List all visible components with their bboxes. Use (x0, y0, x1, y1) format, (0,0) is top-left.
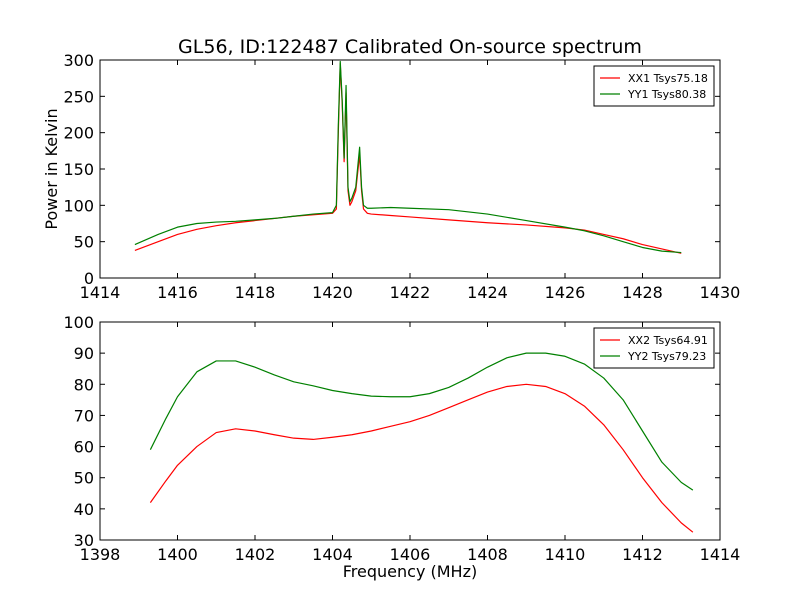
bottom-x-tick-label: 1400 (157, 545, 198, 564)
top-x-tick-label: 1418 (235, 283, 276, 302)
bottom-x-tick-label: 1402 (235, 545, 276, 564)
top-chart: 1414 1416 1418 1420 1422 1424 1426 1428 1430 0 50 1… (63, 51, 740, 302)
bottom-y-tick-label: 50 (74, 469, 94, 488)
top-y-tick-label: 100 (63, 196, 94, 215)
top-x-tick-label: 1426 (545, 283, 586, 302)
top-x-tick-label: 1414 (80, 283, 121, 302)
top-x-tick-label: 1430 (700, 283, 741, 302)
bottom-y-tick-label: 40 (74, 500, 94, 519)
top-x-tick-label: 1428 (622, 283, 663, 302)
bottom-series-line-2 (149, 352, 694, 491)
top-y-tick-label: 250 (63, 87, 94, 106)
top-y-tick-label: 0 (84, 269, 94, 288)
top-series-line-2 (134, 60, 682, 254)
bottom-x-axis-label: Frequency (MHz) (343, 562, 477, 581)
bottom-legend: XX2 Tsys64.91 YY2 Tsys79.23 (593, 327, 715, 369)
chart-title: GL56, ID:122487 Calibrated On-source spe… (178, 36, 642, 58)
top-x-tick-label: 1416 (157, 283, 198, 302)
top-y-tick-label: 150 (63, 160, 94, 179)
bottom-x-tick-label: 1406 (390, 545, 431, 564)
top-y-tick-label: 300 (63, 51, 94, 70)
bottom-y-tick-label: 100 (63, 313, 94, 332)
bottom-legend-label: XX2 Tsys64.91 (628, 334, 708, 347)
bottom-x-tick-label: 1398 (80, 545, 121, 564)
top-legend-label: XX1 Tsys75.18 (628, 72, 708, 85)
bottom-y-tick-label: 90 (74, 344, 94, 363)
top-y-tick-label: 200 (63, 124, 94, 143)
top-legend: XX1 Tsys75.18 YY1 Tsys80.38 (593, 65, 715, 107)
bottom-series-line-1 (149, 383, 694, 533)
bottom-x-tick-label: 1414 (700, 545, 741, 564)
bottom-chart: 1398 1400 1402 1404 1406 1408 1410 1412 1414 30 40… (63, 313, 740, 564)
bottom-y-tick-label: 80 (74, 375, 94, 394)
bottom-x-tick-label: 1404 (312, 545, 353, 564)
bottom-y-tick-label: 30 (74, 531, 94, 550)
bottom-legend-label: YY2 Tsys79.23 (627, 350, 706, 363)
top-x-tick-label: 1420 (312, 283, 353, 302)
top-y-axis-label: Power in Kelvin (42, 108, 61, 229)
bottom-y-tick-label: 70 (74, 406, 94, 425)
bottom-x-tick-label: 1410 (545, 545, 586, 564)
top-y-tick-label: 50 (74, 233, 94, 252)
top-legend-label: YY1 Tsys80.38 (627, 88, 706, 101)
top-x-tick-label: 1424 (467, 283, 508, 302)
bottom-x-tick-label: 1412 (622, 545, 663, 564)
top-x-tick-label: 1422 (390, 283, 431, 302)
bottom-y-tick-label: 60 (74, 438, 94, 457)
bottom-x-tick-label: 1408 (467, 545, 508, 564)
